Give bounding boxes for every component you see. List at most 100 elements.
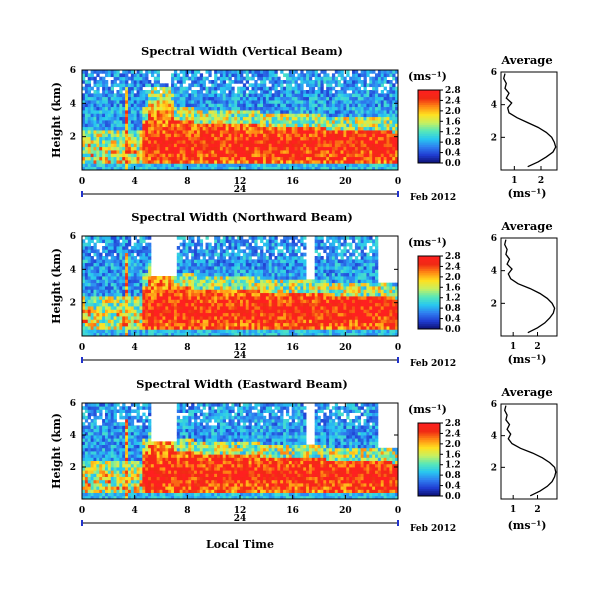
heatmap-cell bbox=[254, 130, 258, 134]
heatmap-cell bbox=[280, 86, 284, 91]
heatmap-cell bbox=[191, 83, 195, 88]
heatmap-cell bbox=[274, 120, 278, 124]
heatmap-cell bbox=[116, 103, 120, 108]
heatmap-cell bbox=[165, 116, 169, 121]
heatmap-cell bbox=[285, 96, 290, 101]
heatmap-cell bbox=[222, 120, 227, 124]
heatmap-cell bbox=[122, 309, 126, 314]
heatmap-cell bbox=[369, 166, 373, 171]
heatmap-cell bbox=[199, 106, 204, 111]
heatmap-cell bbox=[294, 123, 298, 128]
heatmap-cell bbox=[242, 126, 247, 131]
heatmap-cell bbox=[285, 282, 290, 287]
heatmap-cell bbox=[349, 166, 353, 171]
heatmap-cell bbox=[130, 143, 135, 148]
heatmap-cell bbox=[392, 123, 396, 128]
heatmap-cell bbox=[196, 332, 201, 337]
heatmap-cell bbox=[314, 163, 318, 168]
heatmap-cell bbox=[171, 80, 175, 84]
heatmap-cell bbox=[237, 106, 241, 111]
heatmap-cell bbox=[150, 289, 155, 294]
heatmap-cell bbox=[254, 140, 258, 144]
heatmap-cell bbox=[219, 103, 224, 108]
heatmap-cell bbox=[228, 319, 232, 324]
heatmap-cell bbox=[369, 96, 373, 101]
heatmap-cell bbox=[217, 113, 221, 118]
heatmap-cell bbox=[349, 156, 353, 161]
heatmap-cell bbox=[271, 100, 275, 104]
heatmap-cell bbox=[375, 140, 379, 144]
heatmap-cell bbox=[127, 282, 132, 287]
heatmap-cell bbox=[395, 146, 399, 151]
heatmap-cell bbox=[217, 70, 221, 74]
heatmap-cell bbox=[182, 106, 186, 111]
heatmap-cell bbox=[176, 146, 181, 151]
heatmap-cell bbox=[148, 126, 152, 131]
heatmap-cell bbox=[156, 123, 160, 128]
heatmap-cell bbox=[317, 133, 321, 138]
heatmap-cell bbox=[251, 93, 255, 98]
heatmap-cell bbox=[375, 73, 379, 78]
heatmap-cell bbox=[234, 116, 238, 121]
heatmap-cell bbox=[389, 73, 393, 78]
heatmap-cell bbox=[234, 110, 238, 114]
heatmap-cell bbox=[262, 80, 267, 84]
heatmap-cell bbox=[93, 80, 97, 84]
heatmap-cell bbox=[380, 106, 385, 111]
heatmap-cell bbox=[317, 329, 321, 334]
heatmap-cell bbox=[349, 86, 353, 91]
heatmap-cell bbox=[369, 312, 373, 317]
heatmap-cell bbox=[372, 286, 376, 290]
heatmap-cell bbox=[159, 153, 163, 158]
heatmap-cell bbox=[176, 123, 181, 128]
heatmap-cell bbox=[360, 163, 364, 168]
heatmap-cell bbox=[280, 90, 284, 94]
heatmap-cell bbox=[383, 309, 387, 314]
heatmap-cell bbox=[87, 146, 92, 151]
heatmap-cell bbox=[331, 106, 336, 111]
heatmap-cell bbox=[199, 126, 204, 131]
heatmap-cell bbox=[395, 156, 399, 161]
heatmap-cell bbox=[130, 299, 135, 304]
heatmap-cell bbox=[234, 309, 238, 314]
heatmap-cell bbox=[162, 116, 166, 121]
heatmap-cell bbox=[257, 289, 261, 294]
heatmap-cell bbox=[102, 326, 106, 330]
heatmap-cell bbox=[294, 113, 298, 118]
heatmap-cell bbox=[234, 289, 238, 294]
heatmap-cell bbox=[196, 316, 201, 320]
heatmap-cell bbox=[340, 309, 344, 314]
heatmap-cell bbox=[283, 130, 287, 134]
heatmap-cell bbox=[82, 116, 86, 121]
heatmap-cell bbox=[173, 146, 178, 151]
heatmap-cell bbox=[386, 329, 390, 334]
heatmap-cell bbox=[329, 289, 333, 294]
heatmap-cell bbox=[148, 143, 152, 148]
heatmap-cell bbox=[260, 83, 264, 88]
heatmap-cell bbox=[291, 282, 295, 287]
heatmap-cell bbox=[90, 86, 94, 91]
heatmap-cell bbox=[156, 319, 160, 324]
heatmap-cell bbox=[231, 136, 235, 141]
heatmap-cell bbox=[211, 116, 215, 121]
heatmap-cell bbox=[280, 100, 284, 104]
heatmap-cell bbox=[326, 133, 330, 138]
heatmap-cell bbox=[352, 160, 356, 164]
heatmap-cell bbox=[162, 289, 166, 294]
heatmap-cell bbox=[139, 76, 143, 81]
heatmap-cell bbox=[82, 316, 86, 320]
heatmap-cell bbox=[110, 100, 114, 104]
colorbar-tick-label: 1.6 bbox=[445, 117, 461, 127]
heatmap-cell bbox=[326, 146, 330, 151]
heatmap-cell bbox=[314, 316, 318, 320]
heatmap-cell bbox=[211, 316, 215, 320]
heatmap-cell bbox=[291, 76, 295, 81]
heatmap-cell bbox=[90, 126, 94, 131]
heatmap-cell bbox=[171, 286, 175, 290]
heatmap-cell bbox=[208, 103, 212, 108]
heatmap-cell bbox=[331, 123, 336, 128]
heatmap-cell bbox=[231, 123, 235, 128]
heatmap-cell bbox=[360, 96, 364, 101]
heatmap-cell bbox=[217, 309, 221, 314]
heatmap-cell bbox=[148, 93, 152, 98]
